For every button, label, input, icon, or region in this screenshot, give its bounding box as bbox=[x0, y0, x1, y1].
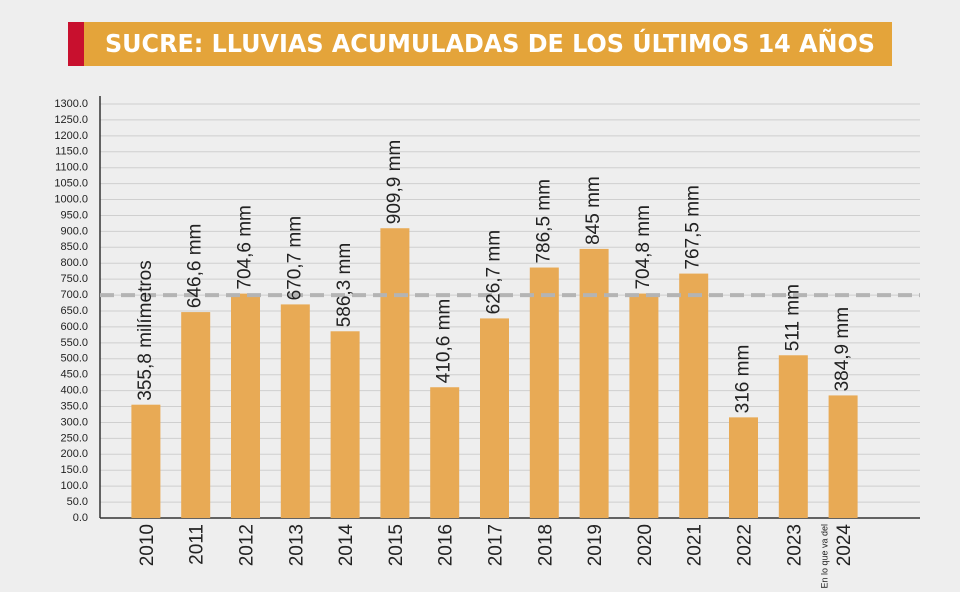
y-tick-label: 450.0 bbox=[60, 369, 88, 381]
bar bbox=[380, 228, 410, 518]
chart-title: SUCRE: LLUVIAS ACUMULADAS DE LOS ÚLTIMOS… bbox=[105, 28, 875, 58]
value-label: 786,5 mm bbox=[533, 179, 554, 263]
x-tick-label: 2021 bbox=[685, 524, 706, 566]
y-tick-label: 1150.0 bbox=[55, 146, 88, 158]
value-label: 646,6 mm bbox=[185, 224, 206, 308]
value-label: 355,8 milímetros bbox=[135, 260, 156, 400]
x-tick-label: 2024 bbox=[834, 524, 855, 567]
bar bbox=[131, 404, 161, 518]
y-tick-label: 1050.0 bbox=[54, 178, 88, 190]
y-tick-label: 750.0 bbox=[60, 273, 88, 285]
x-tick-label: 2015 bbox=[386, 524, 407, 566]
bar bbox=[181, 312, 211, 518]
y-tick-label: 850.0 bbox=[60, 241, 88, 253]
value-label: 384,9 mm bbox=[832, 307, 853, 391]
x-tick-label: 2018 bbox=[535, 524, 556, 566]
y-tick-label: 1000.0 bbox=[54, 193, 88, 205]
x-tick-label: 2019 bbox=[585, 524, 606, 566]
value-label: 626,7 mm bbox=[484, 230, 505, 314]
bar bbox=[729, 417, 758, 518]
value-label: 909,9 mm bbox=[384, 140, 405, 224]
value-label: 511 mm bbox=[782, 284, 803, 351]
bar bbox=[778, 355, 808, 518]
y-tick-label: 1250.0 bbox=[54, 114, 88, 126]
x-tick-label: 2014 bbox=[336, 524, 357, 567]
y-tick-label: 500.0 bbox=[60, 353, 88, 365]
bar bbox=[679, 273, 709, 518]
y-tick-label: 300.0 bbox=[60, 416, 88, 428]
x-tick-label: 2016 bbox=[436, 524, 457, 566]
x-tick-label: 2020 bbox=[635, 524, 656, 566]
value-label: 586,3 mm bbox=[334, 243, 355, 327]
bar bbox=[529, 267, 559, 518]
y-tick-label: 650.0 bbox=[60, 305, 88, 317]
y-tick-label: 1100.0 bbox=[55, 162, 88, 174]
y-tick-label: 50.0 bbox=[67, 496, 88, 508]
x-tick-label: 2023 bbox=[784, 524, 805, 566]
x-tick-label: 2010 bbox=[137, 524, 158, 566]
y-tick-label: 150.0 bbox=[60, 464, 88, 476]
value-label: 845 mm bbox=[583, 176, 604, 245]
y-tick-label: 950.0 bbox=[60, 209, 88, 221]
x-tick-label: 2017 bbox=[486, 524, 507, 566]
bar bbox=[231, 293, 260, 518]
y-tick-label: 550.0 bbox=[60, 337, 88, 349]
value-label: 670,7 mm bbox=[284, 216, 305, 300]
bar bbox=[280, 304, 310, 518]
value-label: 316 mm bbox=[733, 345, 754, 414]
bar bbox=[579, 248, 609, 518]
y-tick-label: 400.0 bbox=[60, 385, 88, 397]
title-accent bbox=[68, 22, 84, 66]
bar bbox=[828, 395, 858, 518]
y-tick-label: 1300.0 bbox=[54, 98, 88, 110]
y-tick-label: 200.0 bbox=[60, 448, 88, 460]
bar bbox=[430, 387, 460, 518]
x-tick-label: 2022 bbox=[735, 524, 756, 566]
y-tick-label: 800.0 bbox=[60, 257, 88, 269]
value-label: 704,6 mm bbox=[235, 205, 256, 289]
bar bbox=[629, 293, 659, 518]
y-tick-label: 350.0 bbox=[60, 400, 88, 412]
x-tick-label: 2013 bbox=[286, 524, 307, 566]
x-tick-label: 2012 bbox=[237, 524, 258, 566]
y-tick-label: 600.0 bbox=[60, 321, 88, 333]
value-label: 767,5 mm bbox=[683, 185, 704, 269]
y-tick-label: 1200.0 bbox=[54, 130, 88, 142]
title-banner bbox=[68, 22, 892, 66]
y-tick-label: 900.0 bbox=[60, 225, 88, 237]
y-tick-label: 700.0 bbox=[60, 289, 88, 301]
y-tick-label: 100.0 bbox=[60, 480, 88, 492]
bar bbox=[330, 331, 360, 518]
category-note: En lo que va del bbox=[819, 524, 829, 589]
y-tick-label: 0.0 bbox=[73, 512, 88, 524]
y-tick-label: 250.0 bbox=[60, 432, 88, 444]
bar bbox=[480, 318, 509, 518]
value-label: 704,8 mm bbox=[633, 205, 654, 289]
value-label: 410,6 mm bbox=[434, 299, 455, 383]
x-tick-label: 2011 bbox=[187, 524, 208, 565]
